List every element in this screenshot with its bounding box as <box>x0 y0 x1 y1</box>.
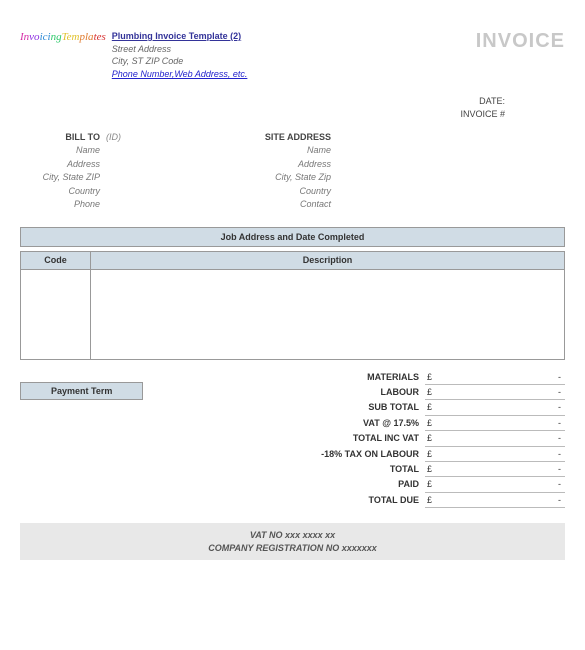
currency: £ <box>425 385 443 400</box>
totals-block: MATERIALS £ - LABOUR £ - SUB TOTAL £ - V… <box>305 370 565 509</box>
footer: VAT NO xxx xxxx xx COMPANY REGISTRATION … <box>20 523 565 560</box>
col-description: Description <box>91 251 565 269</box>
totals-row-totaldue: TOTAL DUE £ - <box>305 493 565 508</box>
city-line: City, ST ZIP Code <box>112 55 248 68</box>
bottom-section: Payment Term MATERIALS £ - LABOUR £ - SU… <box>20 370 565 509</box>
total-label: -18% TAX ON LABOUR <box>305 447 425 462</box>
cell-code <box>21 269 91 359</box>
bill-to-phone: Phone <box>20 198 100 212</box>
totals-row-taxlabour: -18% TAX ON LABOUR £ - <box>305 447 565 462</box>
total-label: TOTAL INC VAT <box>305 431 425 446</box>
site-heading: SITE ADDRESS <box>181 131 331 145</box>
invoice-number-label: INVOICE # <box>20 108 505 121</box>
site-country: Country <box>181 185 331 199</box>
currency: £ <box>425 462 443 477</box>
totals-row-subtotal: SUB TOTAL £ - <box>305 400 565 415</box>
company-reg: COMPANY REGISTRATION NO xxxxxxx <box>26 542 559 555</box>
amount: - <box>443 431 565 446</box>
header-left: InvoicingTemplates Plumbing Invoice Temp… <box>20 30 247 80</box>
totals-row-paid: PAID £ - <box>305 477 565 492</box>
date-label: DATE: <box>20 95 505 108</box>
currency: £ <box>425 416 443 431</box>
bill-to-city: City, State ZIP <box>20 171 100 185</box>
company-info: Plumbing Invoice Template (2) Street Add… <box>112 30 248 80</box>
job-header: Job Address and Date Completed <box>20 227 565 247</box>
amount: - <box>443 370 565 385</box>
currency: £ <box>425 370 443 385</box>
site-name: Name <box>181 144 331 158</box>
totals-row-labour: LABOUR £ - <box>305 385 565 400</box>
total-label: TOTAL DUE <box>305 493 425 508</box>
totals-row-total: TOTAL £ - <box>305 462 565 477</box>
total-label: PAID <box>305 477 425 492</box>
contact-link[interactable]: Phone Number,Web Address, etc. <box>112 68 248 81</box>
payment-term: Payment Term <box>20 382 143 400</box>
template-title: Plumbing Invoice Template (2) <box>112 30 248 43</box>
street-address: Street Address <box>112 43 248 56</box>
bill-to-address: Address <box>20 158 100 172</box>
bill-to-heading: BILL TO <box>20 131 100 145</box>
amount: - <box>443 477 565 492</box>
totals-row-materials: MATERIALS £ - <box>305 370 565 385</box>
amount: - <box>443 385 565 400</box>
bill-to-country: Country <box>20 185 100 199</box>
currency: £ <box>425 400 443 415</box>
header: InvoicingTemplates Plumbing Invoice Temp… <box>20 30 565 80</box>
amount: - <box>443 400 565 415</box>
total-label: SUB TOTAL <box>305 400 425 415</box>
site-contact: Contact <box>181 198 331 212</box>
amount: - <box>443 447 565 462</box>
currency: £ <box>425 477 443 492</box>
bill-to-name: Name <box>20 144 100 158</box>
invoice-meta: DATE: INVOICE # <box>20 95 565 120</box>
total-label: MATERIALS <box>305 370 425 385</box>
totals-row-vat: VAT @ 17.5% £ - <box>305 416 565 431</box>
totals-row-totalincvat: TOTAL INC VAT £ - <box>305 431 565 446</box>
total-label: TOTAL <box>305 462 425 477</box>
items-table: Code Description <box>20 251 565 360</box>
addresses: BILL TO (ID) Name Address City, State ZI… <box>20 131 565 212</box>
cell-description <box>91 269 565 359</box>
logo: InvoicingTemplates <box>20 30 106 43</box>
site-address-block: SITE ADDRESS Name Address City, State Zi… <box>181 131 331 212</box>
amount: - <box>443 493 565 508</box>
col-code: Code <box>21 251 91 269</box>
table-row <box>21 269 565 359</box>
amount: - <box>443 462 565 477</box>
currency: £ <box>425 431 443 446</box>
amount: - <box>443 416 565 431</box>
currency: £ <box>425 493 443 508</box>
total-label: VAT @ 17.5% <box>305 416 425 431</box>
site-address: Address <box>181 158 331 172</box>
site-city: City, State Zip <box>181 171 331 185</box>
currency: £ <box>425 447 443 462</box>
vat-no: VAT NO xxx xxxx xx <box>26 529 559 542</box>
bill-to-block: BILL TO (ID) Name Address City, State ZI… <box>20 131 121 212</box>
invoice-title: INVOICE <box>476 30 565 53</box>
bill-to-id: (ID) <box>106 131 121 145</box>
total-label: LABOUR <box>305 385 425 400</box>
